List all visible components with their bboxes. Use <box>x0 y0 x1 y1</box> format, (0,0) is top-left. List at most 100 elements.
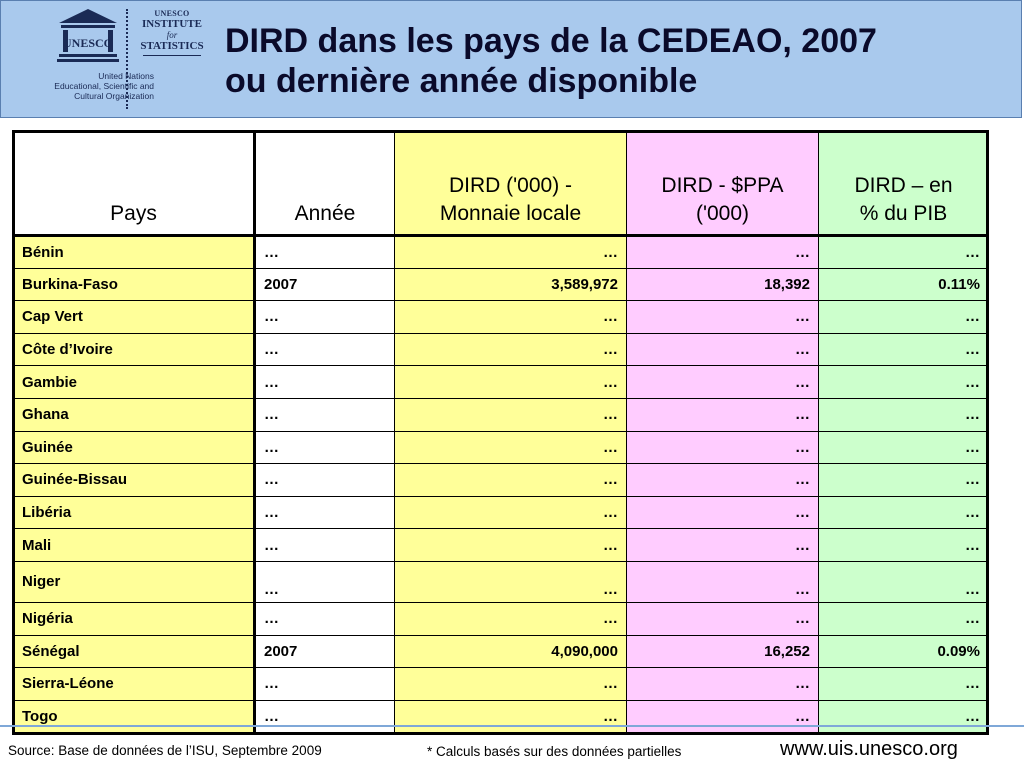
cell-pays: Cap Vert <box>13 300 256 334</box>
cell-annee: … <box>254 560 395 603</box>
cell-pays: Burkina-Faso <box>13 267 256 302</box>
cell-annee: … <box>254 699 395 734</box>
header-dird-ppa: DIRD - $PPA ('000) <box>626 131 819 237</box>
uis-logo-line2: INSTITUTE <box>142 18 202 30</box>
cell-dird-monnaie-locale: … <box>394 332 627 367</box>
table-row: Ghana………… <box>13 397 989 432</box>
rd-expenditure-table: Pays Année DIRD ('000) - Monnaie locale … <box>13 131 989 734</box>
cell-pays: Nigéria <box>13 601 256 636</box>
cell-dird-ppa: … <box>626 430 819 465</box>
cell-dird-ppa: 16,252 <box>626 634 819 669</box>
cell-dird-ppa: … <box>626 332 819 367</box>
table-row: Côte d’Ivoire………… <box>13 332 989 367</box>
cell-annee: … <box>254 601 395 636</box>
cell-pays: Gambie <box>13 365 256 399</box>
cell-annee: … <box>254 528 395 562</box>
uis-logo-line4: STATISTICS <box>140 40 204 52</box>
cell-dird-pib: … <box>818 430 989 465</box>
cell-annee: … <box>254 667 395 701</box>
table-row: Mali………… <box>13 528 989 562</box>
cell-annee: … <box>254 495 395 530</box>
cell-dird-monnaie-locale: 4,090,000 <box>394 634 627 669</box>
cell-dird-pib: … <box>818 332 989 367</box>
cell-dird-ppa: 18,392 <box>626 267 819 302</box>
cell-pays: Togo <box>13 699 256 734</box>
cell-dird-pib: 0.09% <box>818 634 989 669</box>
cell-dird-monnaie-locale: … <box>394 300 627 334</box>
cell-pays: Sierra-Léone <box>13 667 256 701</box>
cell-dird-ppa: … <box>626 397 819 432</box>
cell-dird-monnaie-locale: 3,589,972 <box>394 267 627 302</box>
cell-annee: … <box>254 397 395 432</box>
table-row: Sierra-Léone………… <box>13 667 989 701</box>
cell-dird-pib: … <box>818 495 989 530</box>
cell-pays: Côte d’Ivoire <box>13 332 256 367</box>
header-annee: Année <box>254 131 395 237</box>
cell-pays: Mali <box>13 528 256 562</box>
cell-dird-monnaie-locale: … <box>394 397 627 432</box>
cell-dird-ppa: … <box>626 601 819 636</box>
uis-logo: UNESCO INSTITUTE for STATISTICS <box>137 9 207 59</box>
table-row: Guinée………… <box>13 430 989 465</box>
cell-dird-pib: … <box>818 560 989 603</box>
cell-dird-monnaie-locale: … <box>394 528 627 562</box>
header-dird-pib: DIRD – en % du PIB <box>818 131 989 237</box>
cell-dird-pib: … <box>818 667 989 701</box>
cell-dird-monnaie-locale: … <box>394 235 627 269</box>
cell-dird-monnaie-locale: … <box>394 430 627 465</box>
cell-pays: Sénégal <box>13 634 256 669</box>
logo-divider <box>126 9 130 109</box>
page-title: DIRD dans les pays de la CEDEAO, 2007 ou… <box>225 22 877 100</box>
cell-dird-monnaie-locale: … <box>394 463 627 497</box>
table-header-row: Pays Année DIRD ('000) - Monnaie locale … <box>13 131 989 237</box>
table-row: Nigéria………… <box>13 601 989 636</box>
logo-area: UNESCO United Nations Educational, Scien… <box>9 5 209 113</box>
cell-dird-pib: … <box>818 699 989 734</box>
table-row: Gambie………… <box>13 365 989 399</box>
cell-dird-pib: … <box>818 365 989 399</box>
table-row: Guinée-Bissau………… <box>13 463 989 497</box>
cell-annee: 2007 <box>254 267 395 302</box>
uis-logo-line3: for <box>166 30 178 40</box>
cell-dird-pib: … <box>818 463 989 497</box>
cell-dird-ppa: … <box>626 235 819 269</box>
unesco-org-name: United Nations Educational, Scientific a… <box>54 71 154 101</box>
cell-dird-ppa: … <box>626 300 819 334</box>
cell-dird-monnaie-locale: … <box>394 699 627 734</box>
table-row: Burkina-Faso 2007 3,589,972 18,392 0.11% <box>13 267 989 302</box>
cell-dird-monnaie-locale: … <box>394 495 627 530</box>
unesco-word: UNESCO <box>63 36 113 50</box>
cell-annee: … <box>254 300 395 334</box>
header-pays: Pays <box>13 131 256 237</box>
cell-dird-ppa: … <box>626 463 819 497</box>
cell-dird-ppa: … <box>626 528 819 562</box>
cell-dird-ppa: … <box>626 560 819 603</box>
footer-divider <box>0 725 1024 727</box>
cell-dird-monnaie-locale: … <box>394 667 627 701</box>
table-row: Bénin………… <box>13 235 989 269</box>
cell-pays: Ghana <box>13 397 256 432</box>
header-banner: UNESCO United Nations Educational, Scien… <box>0 0 1022 118</box>
cell-pays: Guinée-Bissau <box>13 463 256 497</box>
uis-logo-line1: UNESCO <box>154 9 190 18</box>
cell-dird-monnaie-locale: … <box>394 601 627 636</box>
cell-dird-pib: … <box>818 300 989 334</box>
cell-annee: … <box>254 332 395 367</box>
footer-url[interactable]: www.uis.unesco.org <box>780 738 958 760</box>
header-dird-monnaie-locale: DIRD ('000) - Monnaie locale <box>394 131 627 237</box>
cell-pays: Niger <box>13 560 256 603</box>
unesco-temple-logo: UNESCO <box>57 9 119 62</box>
footer-source: Source: Base de données de l’ISU, Septem… <box>8 743 322 758</box>
cell-annee: … <box>254 365 395 399</box>
cell-dird-ppa: … <box>626 699 819 734</box>
table-row: Cap Vert………… <box>13 300 989 334</box>
cell-dird-pib: … <box>818 397 989 432</box>
cell-annee: … <box>254 430 395 465</box>
cell-annee: … <box>254 463 395 497</box>
cell-dird-pib: 0.11% <box>818 267 989 302</box>
cell-pays: Bénin <box>13 235 256 269</box>
table-row: Libéria………… <box>13 495 989 530</box>
cell-annee: … <box>254 235 395 269</box>
cell-pays: Guinée <box>13 430 256 465</box>
cell-annee: 2007 <box>254 634 395 669</box>
